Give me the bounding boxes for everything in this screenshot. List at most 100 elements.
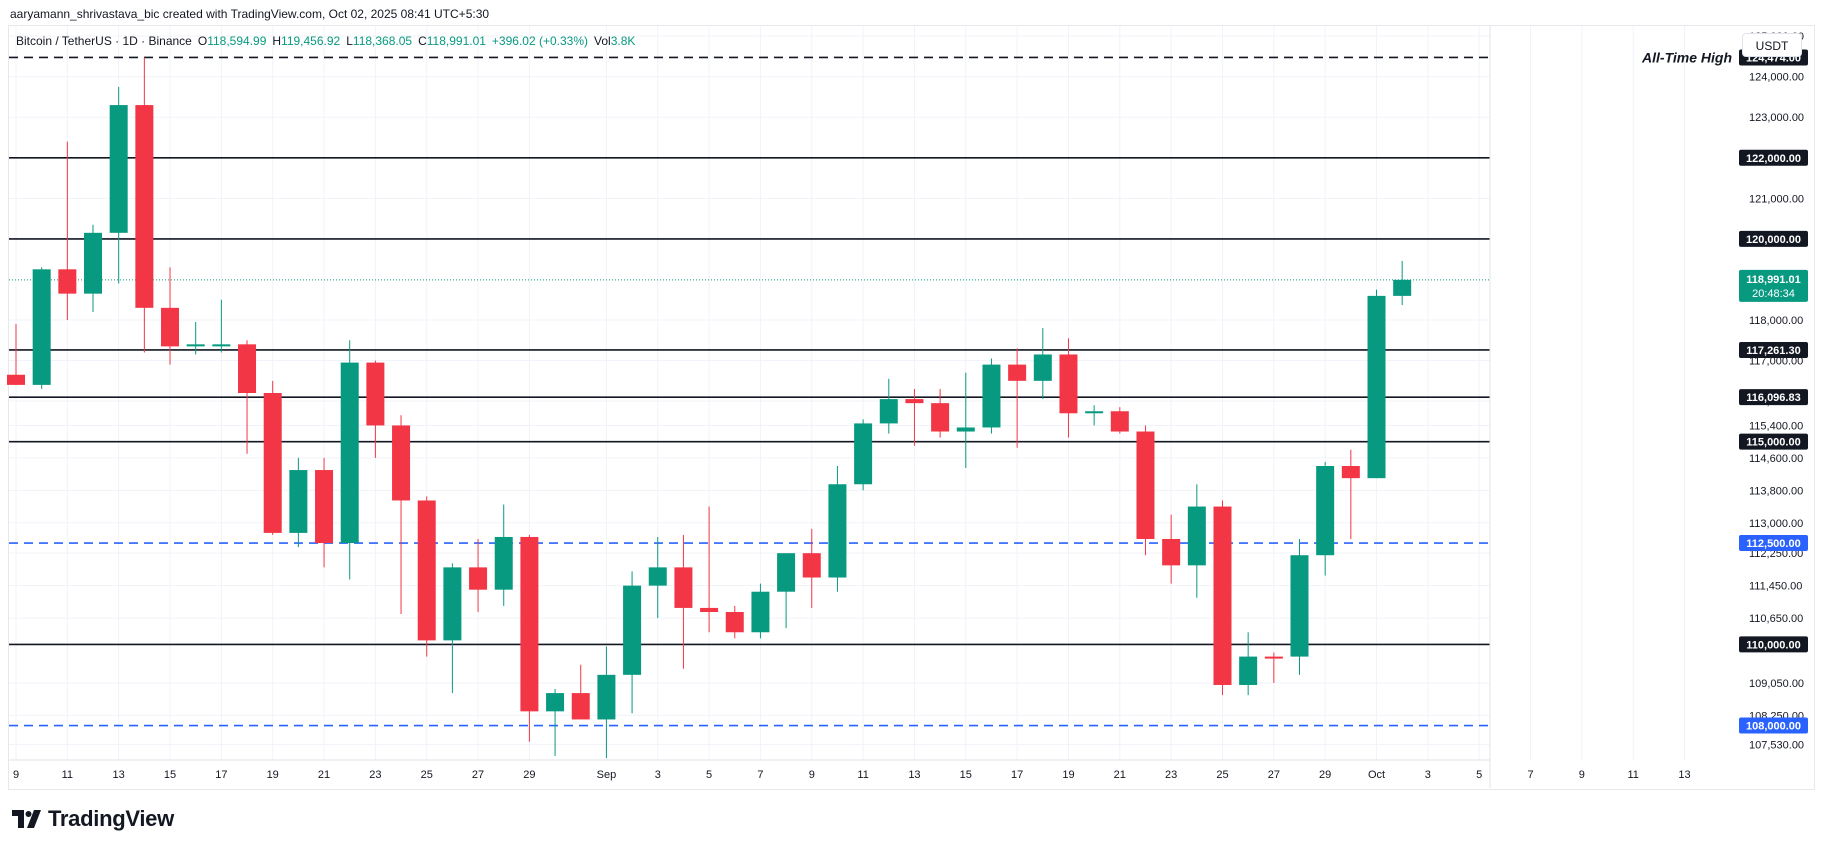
candle-body bbox=[674, 567, 693, 608]
candle-body bbox=[1187, 506, 1206, 566]
candle bbox=[1162, 514, 1181, 584]
time-tick-label: 9 bbox=[809, 769, 815, 781]
candle bbox=[1033, 328, 1052, 400]
candle-body bbox=[135, 105, 154, 308]
candle-body bbox=[1110, 411, 1129, 432]
price-axis: 125,000.00124,000.00123,000.00121,000.00… bbox=[1489, 26, 1804, 788]
price-unit-button[interactable]: USDT bbox=[1742, 33, 1802, 57]
candle bbox=[802, 528, 821, 608]
candle bbox=[58, 141, 77, 321]
candle-body bbox=[571, 693, 590, 720]
time-tick-label: 7 bbox=[757, 769, 763, 781]
candle bbox=[494, 504, 513, 606]
time-tick-label: 21 bbox=[318, 769, 330, 781]
candle bbox=[340, 340, 359, 580]
candle-body bbox=[392, 425, 411, 501]
candle bbox=[212, 299, 231, 353]
candle-body bbox=[1239, 656, 1258, 685]
candle bbox=[1239, 632, 1258, 696]
price-tick-label: 115,400.00 bbox=[1749, 420, 1803, 432]
candle-body bbox=[623, 585, 642, 675]
time-tick-label: 27 bbox=[472, 769, 484, 781]
candle bbox=[520, 534, 539, 742]
candle bbox=[1187, 484, 1206, 598]
time-tick-label: 13 bbox=[1678, 769, 1690, 781]
candle bbox=[828, 465, 847, 592]
candle bbox=[751, 583, 770, 639]
low-value: L 118,368.05 bbox=[346, 34, 413, 48]
candle-body bbox=[520, 536, 539, 712]
candle-body bbox=[802, 553, 821, 578]
level-price-label: 120,000.00 bbox=[1746, 234, 1801, 246]
candle bbox=[571, 664, 590, 720]
level-price-tag bbox=[1739, 389, 1808, 406]
chart-grid bbox=[9, 26, 1686, 760]
level-price-label: 117,261.30 bbox=[1746, 345, 1800, 357]
price-tick-label: 109,050.00 bbox=[1749, 678, 1804, 690]
candle-body bbox=[1008, 364, 1027, 381]
candle-body bbox=[1367, 295, 1386, 479]
candle bbox=[648, 536, 667, 619]
candle-body bbox=[828, 484, 847, 578]
candle bbox=[982, 358, 1001, 434]
candle-body bbox=[1085, 411, 1104, 414]
price-tick-label: 124,000.00 bbox=[1749, 72, 1804, 84]
candle-body bbox=[186, 344, 205, 347]
time-tick-label: 13 bbox=[908, 769, 920, 781]
candle bbox=[443, 563, 462, 694]
change-value: +396.02 (+0.33%) bbox=[491, 34, 588, 48]
all-time-high-annotation: All-Time High bbox=[1641, 49, 1732, 65]
candle-body bbox=[905, 399, 924, 404]
time-tick-label: 3 bbox=[1425, 769, 1431, 781]
candle bbox=[417, 496, 436, 657]
candle bbox=[1367, 289, 1386, 479]
candle-body bbox=[1162, 538, 1181, 566]
candle-body bbox=[469, 567, 488, 590]
level-price-label: 115,000.00 bbox=[1746, 437, 1800, 449]
level-price-label: 122,000.00 bbox=[1746, 153, 1801, 165]
candle bbox=[546, 689, 565, 756]
level-price-tag bbox=[1739, 149, 1808, 166]
time-tick-label: 29 bbox=[1319, 769, 1331, 781]
level-price-tag bbox=[1739, 341, 1808, 358]
time-tick-label: 11 bbox=[1627, 769, 1638, 781]
candle bbox=[956, 372, 975, 469]
candle-body bbox=[1136, 431, 1155, 539]
candle bbox=[1213, 500, 1232, 696]
candle-body bbox=[109, 105, 128, 233]
candle bbox=[1316, 461, 1335, 576]
candle bbox=[135, 57, 154, 353]
candle bbox=[469, 538, 488, 612]
candle bbox=[315, 457, 334, 568]
candle bbox=[84, 224, 103, 312]
candle bbox=[597, 646, 616, 758]
time-tick-label: 5 bbox=[706, 769, 712, 781]
level-price-label: 112,500.00 bbox=[1746, 538, 1800, 550]
price-tick-label: 113,800.00 bbox=[1749, 485, 1803, 497]
candle-body bbox=[597, 674, 616, 720]
time-tick-label: 27 bbox=[1268, 769, 1280, 781]
last-price-label: 118,991.01 bbox=[1746, 274, 1800, 286]
candle-body bbox=[161, 307, 180, 347]
level-price-tag bbox=[1739, 433, 1808, 450]
time-tick-label: 21 bbox=[1114, 769, 1126, 781]
candle-body bbox=[982, 364, 1001, 428]
candle-body bbox=[648, 567, 667, 586]
volume-value: Vol 3.8K bbox=[594, 34, 636, 48]
ohlc-legend: Bitcoin / TetherUS · 1D · Binance O 118,5… bbox=[16, 34, 635, 48]
candle-body bbox=[1393, 279, 1412, 296]
candle-body bbox=[1290, 555, 1309, 657]
candle bbox=[879, 378, 898, 434]
candle bbox=[1393, 260, 1412, 306]
candle-body bbox=[238, 344, 257, 393]
candle-body bbox=[931, 403, 950, 432]
price-tick-label: 112,250.00 bbox=[1749, 548, 1803, 560]
time-tick-label: 19 bbox=[267, 769, 279, 781]
candle bbox=[1264, 652, 1283, 683]
level-price-label: 116,096.83 bbox=[1746, 392, 1800, 404]
price-tick-label: 121,000.00 bbox=[1749, 193, 1804, 205]
chart-credit: aaryamann_shrivastava_bic created with T… bbox=[10, 7, 490, 21]
candle-body bbox=[725, 611, 744, 633]
price-tick-label: 113,000.00 bbox=[1749, 518, 1803, 530]
